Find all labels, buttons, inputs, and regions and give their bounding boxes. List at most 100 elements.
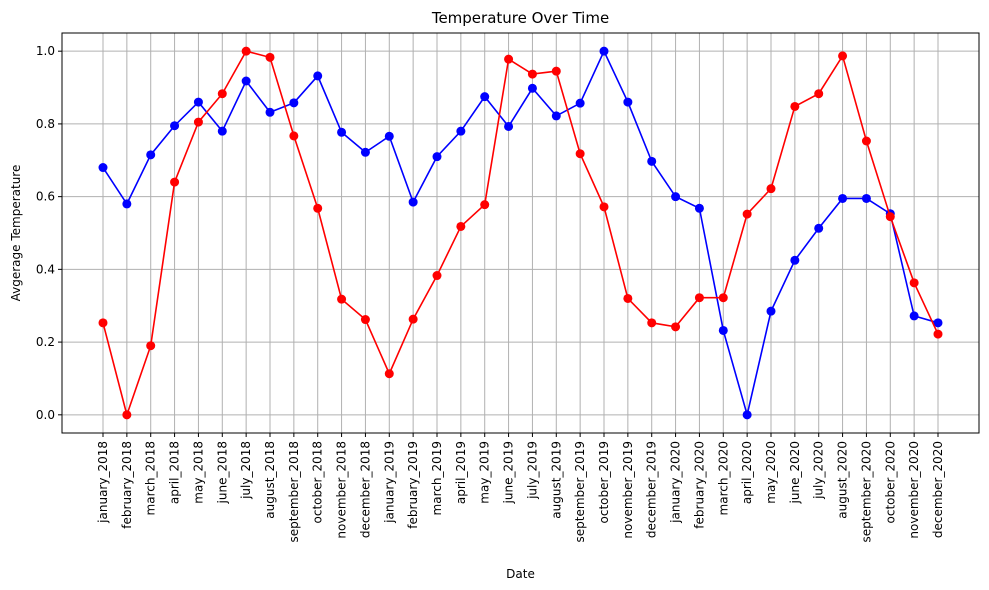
series-2-point <box>909 278 919 288</box>
series-2-point <box>384 369 394 379</box>
series-1-point <box>384 131 394 141</box>
series-1-point <box>170 121 180 131</box>
y-axis: 0.0 0.2 0.4 0.6 0.8 1.0 <box>36 44 62 422</box>
series-1-point <box>909 311 919 321</box>
x-tick-label: march_2019 <box>430 441 444 515</box>
y-tick-label: 0.0 <box>36 408 55 422</box>
series-1-point <box>766 306 776 316</box>
series-2-point <box>814 89 824 99</box>
series-1-point <box>551 111 561 121</box>
x-tick-label: november_2018 <box>335 441 349 539</box>
x-tick-label: november_2020 <box>907 441 921 539</box>
x-tick-label: july_2020 <box>812 441 826 500</box>
series-1-point <box>217 126 227 136</box>
series-1-point <box>265 107 275 117</box>
series-1-point <box>456 126 466 136</box>
x-tick-label: may_2020 <box>764 441 778 504</box>
x-tick-label: september_2018 <box>287 441 301 543</box>
series-1-point <box>933 318 943 328</box>
series-1-point <box>432 152 442 162</box>
x-tick-label: october_2018 <box>311 441 325 523</box>
series-2-point <box>146 341 156 351</box>
series-1-line <box>102 49 939 416</box>
series-2-point <box>861 136 871 146</box>
series-2-point <box>122 410 132 420</box>
series-1-point <box>814 223 824 233</box>
series-2-point <box>408 314 418 324</box>
series-2-point <box>360 315 370 325</box>
x-tick-label: january_2019 <box>382 441 396 524</box>
series-1-point <box>241 76 251 86</box>
x-tick-label: january_2020 <box>669 441 683 524</box>
x-tick-label: june_2020 <box>788 441 802 504</box>
x-tick-label: october_2019 <box>597 441 611 523</box>
x-tick-label: december_2020 <box>931 441 945 538</box>
x-tick-label: december_2019 <box>645 441 659 538</box>
series-2-point <box>241 46 251 56</box>
series-1-point <box>504 121 514 131</box>
series-2-point <box>289 131 299 141</box>
x-tick-label: february_2018 <box>120 441 134 529</box>
x-tick-label: february_2019 <box>406 441 420 529</box>
x-tick-label: january_2018 <box>96 441 110 524</box>
x-tick-label: june_2019 <box>502 441 516 504</box>
series-1-point <box>98 163 108 173</box>
y-tick-label: 0.4 <box>36 262 55 276</box>
x-tick-label: april_2020 <box>740 441 754 504</box>
series-2-point <box>527 69 537 79</box>
series-1-point <box>599 46 609 56</box>
x-tick-label: september_2019 <box>573 441 587 543</box>
x-tick-label: may_2019 <box>478 441 492 504</box>
y-tick-label: 1.0 <box>36 44 55 58</box>
series-2-point <box>265 52 275 62</box>
series-1-point <box>122 199 132 209</box>
x-tick-label: march_2020 <box>716 441 730 515</box>
x-tick-label: may_2018 <box>191 441 205 504</box>
y-tick-label: 0.2 <box>36 335 55 349</box>
series-2-point <box>790 101 800 111</box>
x-tick-label: september_2020 <box>859 441 873 543</box>
series-2-point <box>504 54 514 64</box>
chart-title: Temperature Over Time <box>431 9 609 27</box>
series-2-point <box>217 89 227 99</box>
series-1-point <box>193 97 203 107</box>
x-tick-label: july_2019 <box>525 441 539 500</box>
series-2-point <box>193 117 203 127</box>
series-2-point <box>838 51 848 61</box>
series-1-point <box>527 83 537 93</box>
series-1-point <box>718 325 728 335</box>
series-1-point <box>337 127 347 137</box>
series-2-point <box>575 149 585 159</box>
series-2-point <box>742 209 752 219</box>
series-2-point <box>480 200 490 210</box>
x-tick-label: february_2020 <box>692 441 706 529</box>
series-2-point <box>671 322 681 332</box>
series-2-point <box>432 271 442 281</box>
series-1-point <box>289 98 299 108</box>
series-1-point <box>623 97 633 107</box>
x-tick-label: march_2018 <box>144 441 158 515</box>
series-1-point <box>146 150 156 160</box>
series-1-point <box>694 203 704 213</box>
x-axis-label: Date <box>506 567 535 581</box>
y-axis-label: Avgerage Temperature <box>9 165 23 302</box>
series-2-point <box>694 293 704 303</box>
series-2-point <box>98 318 108 328</box>
x-tick-label: august_2020 <box>836 441 850 519</box>
series-1-point <box>742 410 752 420</box>
x-tick-label: august_2019 <box>549 441 563 519</box>
series-1-point <box>575 98 585 108</box>
series-2-line <box>102 50 939 418</box>
x-tick-label: july_2018 <box>239 441 253 500</box>
series-1-point <box>790 255 800 265</box>
series-2-point <box>599 202 609 212</box>
x-tick-label: april_2019 <box>454 441 468 504</box>
series-1-point <box>408 197 418 207</box>
series-2-point <box>623 293 633 303</box>
series-2-point <box>456 221 466 231</box>
series-2-point <box>766 184 776 194</box>
series-2-point <box>551 66 561 76</box>
series-2-point <box>647 318 657 328</box>
series-1-point <box>360 147 370 157</box>
